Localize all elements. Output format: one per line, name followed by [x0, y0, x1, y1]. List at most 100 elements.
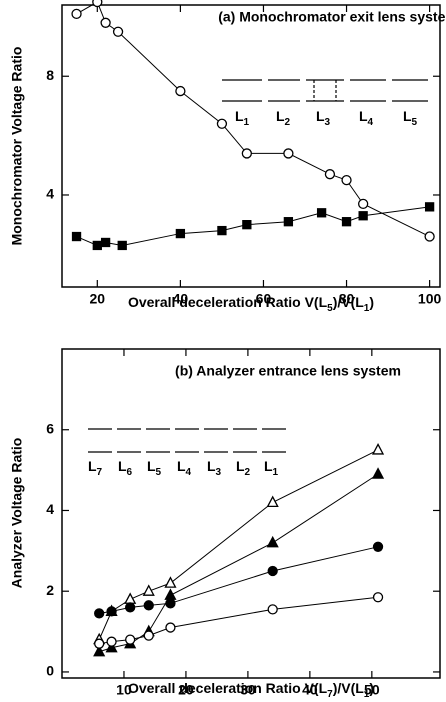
- marker: [92, 0, 103, 8]
- marker: [267, 604, 278, 615]
- lens-label-base: L: [316, 108, 325, 124]
- marker: [216, 118, 228, 129]
- lens-label: L1: [235, 108, 250, 128]
- y-axis-label: Monochromator Voltage Ratio: [9, 47, 25, 246]
- marker: [100, 17, 111, 28]
- x-axis-label-part: 5: [327, 303, 333, 314]
- marker: [164, 588, 177, 600]
- y-tick-label: 6: [46, 420, 54, 436]
- x-axis-label: Overall deceleration Ratio V(L7)/V(L1): [128, 680, 374, 697]
- lens-label-sub: 3: [325, 117, 331, 128]
- marker: [93, 644, 106, 657]
- marker: [142, 584, 155, 596]
- lens-label-sub: 1: [244, 117, 250, 128]
- lens-diagram: [222, 79, 428, 102]
- marker: [324, 169, 336, 180]
- lens-label: L6: [118, 458, 133, 478]
- marker: [106, 636, 117, 647]
- x-axis-label-part: 1: [364, 303, 370, 314]
- lens-label: L2: [236, 458, 251, 478]
- x-tick-label: 100: [418, 291, 442, 307]
- x-tick-label: 10: [116, 682, 132, 697]
- marker: [424, 231, 435, 242]
- marker: [283, 148, 294, 159]
- marker: [175, 85, 186, 97]
- lens-label-base: L: [403, 108, 412, 124]
- marker: [94, 638, 105, 649]
- x-tick-label: 60: [256, 291, 272, 307]
- lens-label-base: L: [264, 458, 273, 474]
- panel-title: (b) Analyzer entrance lens system: [175, 363, 401, 379]
- lens-label-base: L: [236, 458, 245, 474]
- lens-label-sub: 7: [97, 467, 103, 478]
- lens-label: L3: [316, 108, 331, 128]
- marker: [372, 592, 384, 603]
- series-line: [99, 546, 379, 614]
- lens-label-base: L: [88, 458, 97, 474]
- marker: [358, 211, 368, 221]
- lens-label-base: L: [177, 458, 186, 474]
- marker: [71, 231, 82, 242]
- y-tick-label: 4: [46, 186, 54, 202]
- marker: [117, 240, 127, 251]
- marker: [266, 495, 279, 508]
- x-axis-label-part: 1: [364, 689, 370, 697]
- marker: [124, 592, 137, 604]
- panel-title: (a) Monochromator exit lens system: [218, 9, 446, 25]
- marker: [143, 630, 154, 641]
- marker: [371, 467, 385, 479]
- lens-label-base: L: [276, 108, 285, 124]
- y-axis-label: Analyzer Voltage Ratio: [9, 438, 25, 589]
- lens-label-base: L: [359, 108, 368, 124]
- lens-diagram: [88, 428, 288, 453]
- lens-label-sub: 2: [285, 117, 291, 128]
- marker: [125, 602, 136, 613]
- lens-label: L3: [207, 458, 222, 478]
- x-tick-label: 50: [364, 682, 380, 697]
- lens-label: L5: [147, 458, 162, 478]
- marker: [165, 622, 176, 633]
- lens-label-base: L: [147, 458, 156, 474]
- lens-label-sub: 4: [368, 117, 374, 128]
- lens-label: L5: [403, 108, 418, 128]
- marker: [175, 228, 186, 239]
- x-axis-label-part: )/V(L: [333, 680, 365, 696]
- lens-label: L7: [88, 458, 103, 478]
- x-tick-label: 40: [173, 291, 189, 307]
- marker: [316, 208, 327, 218]
- marker: [242, 220, 252, 230]
- lens-label: L1: [264, 458, 279, 478]
- marker: [71, 8, 82, 20]
- lens-label: L4: [359, 108, 374, 128]
- x-tick-label: 20: [90, 291, 106, 307]
- marker: [125, 634, 136, 645]
- x-tick-label: 30: [240, 682, 256, 697]
- series-line: [99, 473, 379, 653]
- x-axis-label-part: )/V(L: [333, 294, 365, 310]
- marker: [112, 26, 124, 37]
- x-axis-label-part: ): [369, 680, 374, 696]
- lens-label-sub: 5: [412, 117, 418, 128]
- lens-label-sub: 2: [245, 467, 251, 478]
- x-tick-label: 20: [178, 682, 194, 697]
- marker: [341, 174, 352, 186]
- x-axis-label-part: Overall deceleration Ratio V(L: [128, 294, 328, 310]
- marker: [143, 600, 154, 611]
- plot-frame: [61, 348, 441, 679]
- lens-label-sub: 6: [127, 467, 133, 478]
- marker: [217, 225, 227, 236]
- marker: [165, 598, 176, 609]
- x-axis-label-part: ): [369, 294, 374, 310]
- x-tick-label: 80: [339, 291, 355, 307]
- marker: [100, 237, 111, 248]
- series-line: [98, 449, 379, 640]
- marker: [267, 565, 278, 577]
- plot-frame: [61, 4, 441, 288]
- x-tick-label: 40: [302, 682, 318, 697]
- lens-label: L4: [177, 458, 192, 478]
- lens-label-base: L: [235, 108, 244, 124]
- marker: [241, 148, 252, 159]
- lens-label-sub: 4: [186, 467, 192, 478]
- marker: [358, 198, 369, 210]
